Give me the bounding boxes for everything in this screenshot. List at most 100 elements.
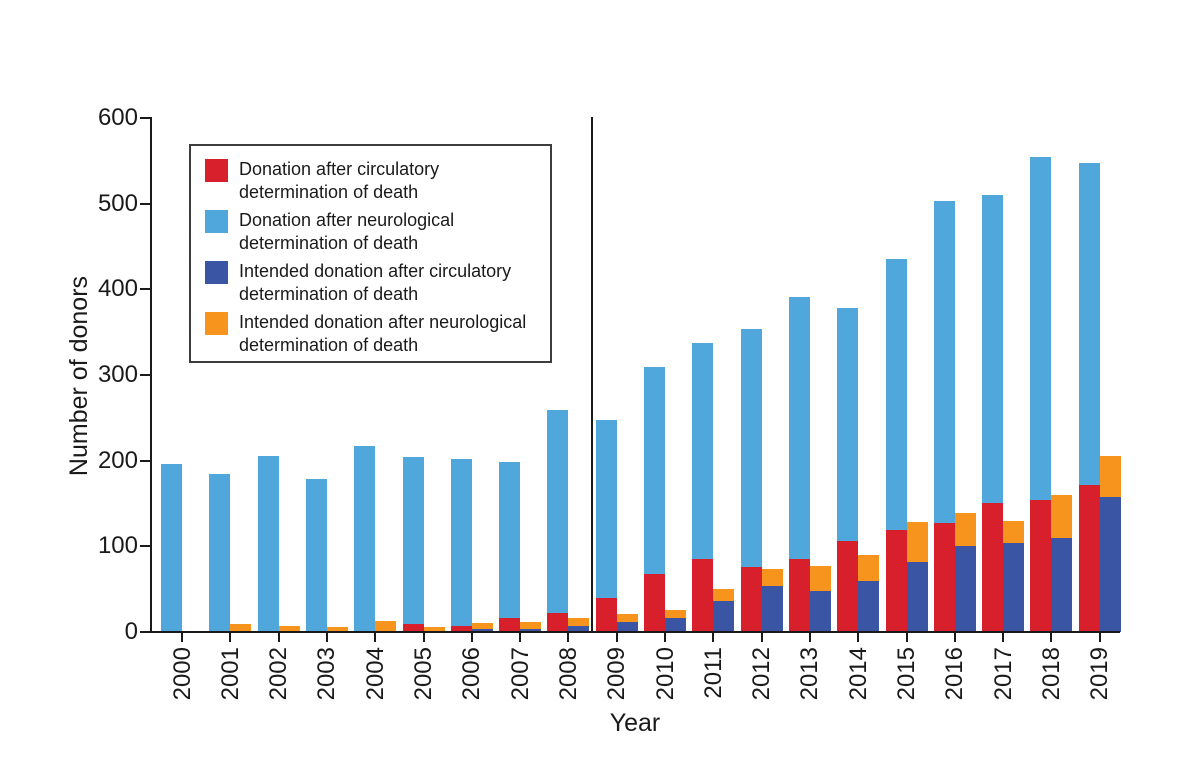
y-tick-label: 400	[97, 275, 138, 303]
bar-segment-idcd-2010	[665, 618, 686, 632]
bar-segment-idcd-2013	[809, 590, 831, 632]
bar-segment-dbd-2010	[644, 367, 665, 574]
x-tick-label-2003: 2003	[313, 647, 341, 701]
x-tick-label-2014: 2014	[844, 647, 872, 701]
bar-segment-dbd-2019	[1078, 162, 1100, 485]
x-tick-mark	[664, 633, 666, 642]
bar-segment-idbd-2002	[278, 626, 300, 632]
bar-segment-dbd-2016	[933, 201, 955, 524]
bar-segment-dcd-2007	[499, 618, 521, 632]
x-axis-title: Year	[609, 709, 661, 737]
bar-segment-dbd-2007	[499, 462, 521, 619]
bar-segment-idcd-2015	[906, 561, 928, 632]
bar-segment-dcd-2011	[692, 559, 714, 632]
bar-segment-idbd-2015	[906, 522, 928, 562]
bar-segment-idbd-2009	[616, 614, 638, 622]
legend-label-dbd: Donation after neurological determination…	[239, 210, 455, 253]
x-tick-label-2012: 2012	[748, 647, 776, 701]
x-tick-mark	[905, 633, 908, 642]
bar-segment-idbd-2008	[568, 618, 590, 626]
bar-segment-dcd-2009	[595, 597, 617, 632]
y-tick-label: 100	[97, 532, 138, 560]
bar-segment-idbd-2003	[326, 626, 348, 632]
bar-segment-idcd-2007	[520, 628, 542, 632]
bar-segment-dbd-2013	[788, 297, 810, 560]
bar-segment-dbd-2009	[595, 420, 617, 598]
bar-segment-dcd-2006	[450, 626, 472, 632]
x-tick-mark	[519, 633, 522, 642]
bar-segment-idbd-2006	[471, 623, 493, 630]
bar-segment-dcd-2012	[740, 566, 762, 632]
legend-label-dcd: Donation after circulatory determination …	[239, 159, 440, 202]
bar-segment-dcd-2010	[644, 573, 665, 632]
legend-swatch-dcd	[205, 159, 228, 182]
bar-segment-dcd-2008	[547, 613, 569, 632]
x-tick-label-2000: 2000	[168, 647, 196, 701]
x-tick-mark	[325, 633, 328, 642]
y-tick-mark	[140, 374, 152, 376]
x-tick-mark	[422, 633, 425, 642]
bar-segment-idbd-2012	[761, 568, 783, 586]
x-tick-mark	[229, 633, 232, 642]
y-tick-mark	[140, 459, 152, 462]
bar-segment-idcd-2019	[1099, 496, 1121, 632]
x-tick-label-2005: 2005	[410, 647, 437, 701]
legend-label-idbd: Intended donation after neurological dete…	[239, 312, 527, 355]
x-tick-mark	[470, 633, 473, 642]
bar-segment-idcd-2018	[1051, 537, 1073, 632]
legend: Donation after circulatory determination …	[189, 144, 552, 363]
bar-segment-dbd-2006	[450, 459, 472, 627]
y-tick-mark	[140, 117, 152, 119]
x-tick-mark	[1050, 633, 1053, 642]
bar-segment-dbd-2005	[402, 457, 424, 625]
y-axis-line	[150, 117, 152, 633]
bar-segment-dcd-2017	[982, 502, 1004, 632]
x-tick-label-2018: 2018	[1037, 647, 1065, 701]
x-tick-mark	[808, 633, 811, 642]
bar-segment-dcd-2014	[837, 541, 859, 632]
bar-segment-idbd-2017	[1003, 520, 1025, 543]
bar-segment-dbd-2000	[161, 464, 182, 632]
x-axis-line	[150, 631, 1120, 633]
bar-segment-idbd-2005	[423, 626, 445, 632]
bar-segment-dcd-2005	[402, 624, 424, 632]
y-tick-mark	[140, 202, 152, 205]
x-tick-mark	[953, 633, 956, 642]
x-tick-mark	[1098, 633, 1101, 642]
x-tick-mark	[181, 633, 183, 642]
legend-item-dcd: Donation after circulatory determination …	[205, 158, 544, 203]
bar-segment-dbd-2003	[305, 478, 327, 632]
y-tick-label: 500	[97, 189, 138, 217]
bar-segment-dbd-2002	[257, 455, 279, 632]
bar-segment-dbd-2011	[692, 343, 714, 560]
x-tick-label-2004: 2004	[361, 647, 389, 701]
bar-segment-idbd-2014	[858, 554, 880, 581]
bar-segment-dcd-2016	[933, 523, 955, 632]
bar-segment-idbd-2001	[230, 624, 252, 632]
bar-segment-dcd-2018	[1030, 500, 1052, 632]
x-tick-label-2007: 2007	[506, 647, 534, 701]
x-tick-label-2011: 2011	[699, 647, 727, 699]
bar-segment-dbd-2015	[885, 259, 907, 530]
bar-segment-idbd-2019	[1099, 456, 1121, 497]
x-tick-mark	[1002, 633, 1005, 642]
x-tick-label-2006: 2006	[458, 647, 486, 701]
bar-segment-idbd-2010	[665, 609, 686, 619]
bar-segment-dcd-2019	[1078, 484, 1100, 632]
bar-segment-idbd-2013	[809, 566, 831, 591]
x-tick-label-2016: 2016	[941, 647, 969, 701]
bar-segment-dbd-2012	[740, 328, 762, 567]
y-tick-mark	[140, 545, 152, 548]
y-tick-mark	[140, 631, 152, 633]
x-tick-label-2001: 2001	[216, 647, 244, 701]
bar-segment-idcd-2016	[954, 546, 976, 632]
legend-swatch-dbd	[205, 210, 228, 233]
y-tick-label: 300	[97, 361, 138, 388]
bar-segment-dbd-2017	[982, 195, 1004, 503]
x-tick-mark	[712, 633, 715, 642]
bar-segment-idcd-2006	[471, 629, 493, 632]
bar-segment-idbd-2007	[520, 621, 542, 629]
bar-segment-dcd-2015	[885, 530, 907, 632]
bar-segment-idcd-2009	[616, 621, 638, 632]
